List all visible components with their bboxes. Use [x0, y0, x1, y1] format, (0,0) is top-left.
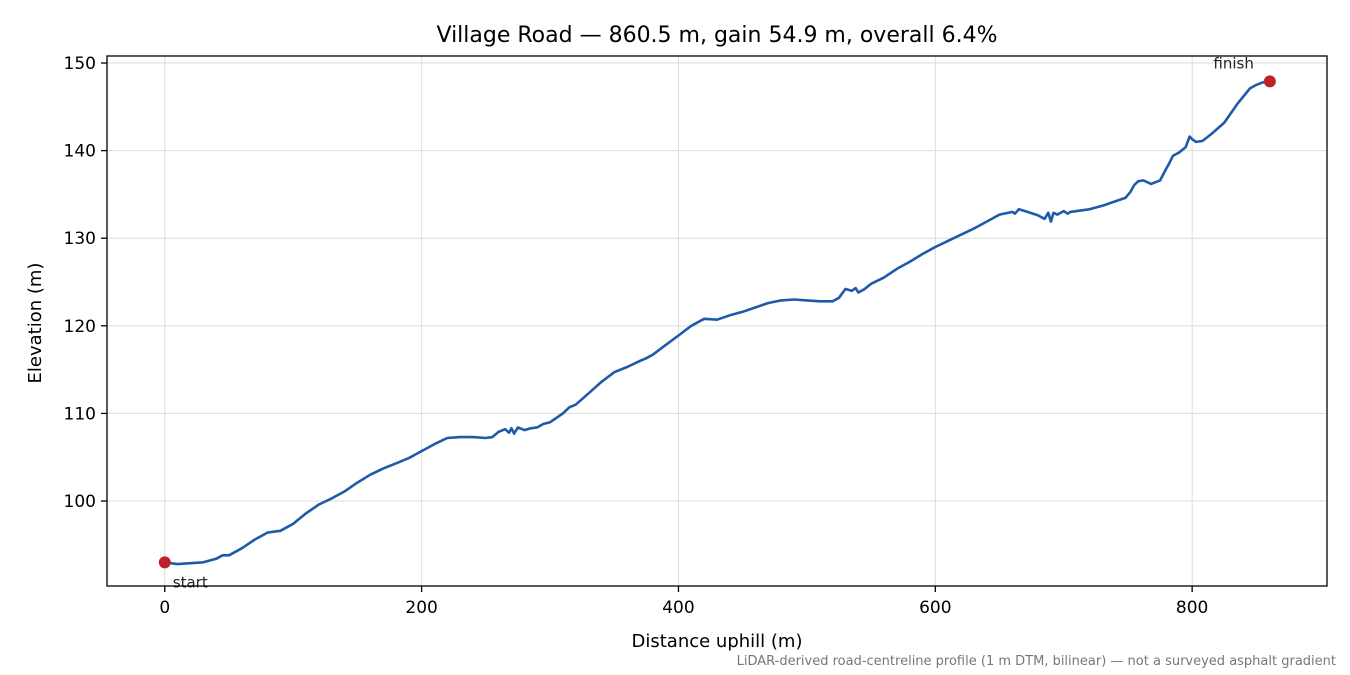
start-label: start: [173, 573, 208, 591]
x-tick-label: 600: [919, 598, 951, 618]
plot-frame: [106, 55, 1328, 587]
finish-label: finish: [1213, 54, 1253, 72]
x-axis-label: Distance uphill (m): [632, 631, 803, 652]
source-footnote: LiDAR-derived road-centreline profile (1…: [737, 654, 1336, 669]
y-tick-label: 130: [64, 229, 96, 249]
start-marker: [158, 556, 171, 569]
y-tick-label: 100: [64, 492, 96, 512]
x-tick-label: 0: [159, 598, 170, 618]
elevation-profile-line: [163, 80, 1272, 566]
y-tick-label: 140: [64, 142, 96, 162]
x-tick-label: 200: [405, 598, 437, 618]
y-axis-ticks: 100 110 120 130 140 150: [64, 54, 107, 512]
y-axis-label: Elevation (m): [25, 263, 46, 384]
chart-title: Village Road — 860.5 m, gain 54.9 m, ove…: [437, 23, 998, 48]
x-tick-label: 400: [662, 598, 694, 618]
y-tick-label: 110: [64, 404, 96, 424]
y-tick-label: 120: [64, 317, 96, 337]
x-tick-label: 800: [1176, 598, 1208, 618]
finish-marker: [1263, 75, 1276, 88]
x-axis-ticks: 0 200 400 600 800: [159, 586, 1208, 618]
endpoint-markers: start finish: [158, 54, 1276, 591]
y-tick-label: 150: [64, 54, 96, 74]
grid: [107, 56, 1327, 586]
